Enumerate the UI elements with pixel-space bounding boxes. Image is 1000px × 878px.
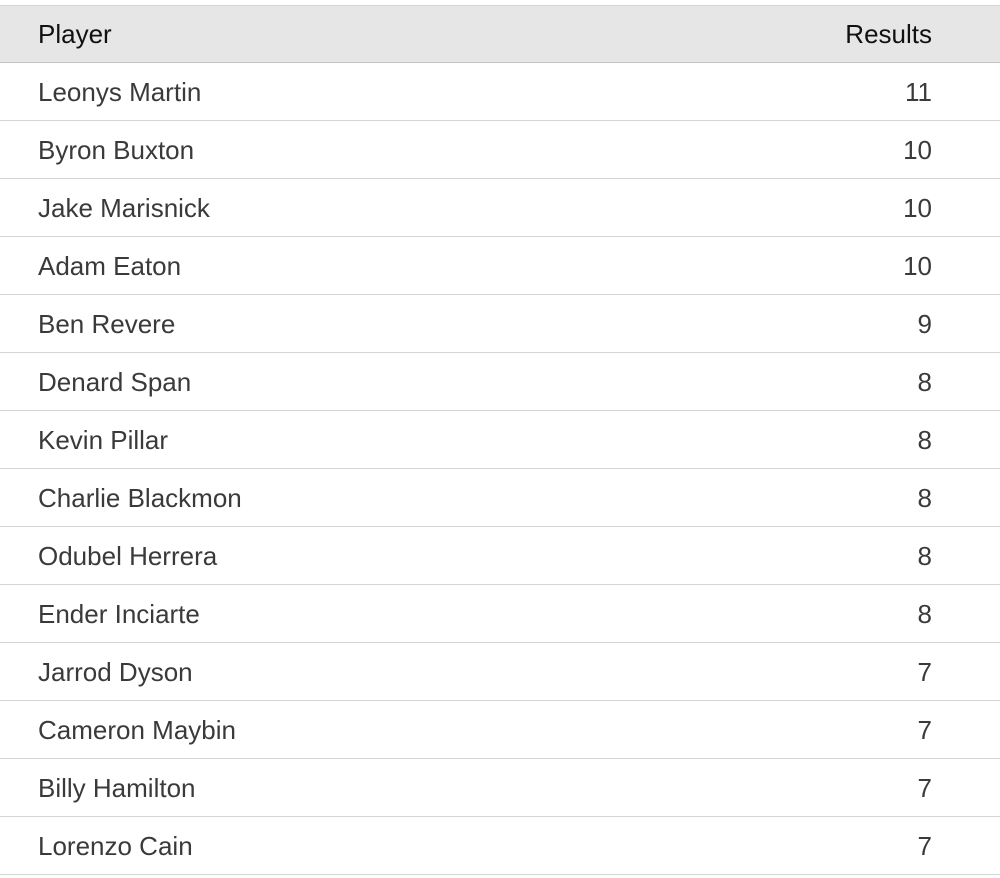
player-result: 9 (917, 308, 932, 339)
table-row: Cameron Maybin 7 (0, 701, 1000, 759)
player-result: 10 (903, 134, 932, 165)
player-result: 8 (917, 424, 932, 455)
player-name: Ender Inciarte (38, 598, 200, 629)
table-row: Byron Buxton 10 (0, 121, 1000, 179)
player-result: 10 (903, 192, 932, 223)
player-name: Byron Buxton (38, 134, 195, 165)
table-row: Adam Eaton 10 (0, 237, 1000, 295)
table-row: Billy Hamilton 7 (0, 759, 1000, 817)
player-name: Cameron Maybin (38, 714, 236, 745)
column-header-player[interactable]: Player (38, 19, 112, 49)
column-header-results[interactable]: Results (845, 19, 932, 49)
table-row: Kevin Pillar 8 (0, 411, 1000, 469)
player-result: 10 (903, 250, 932, 281)
table-row: Lorenzo Cain 7 (0, 817, 1000, 875)
table-row: Jarrod Dyson 7 (0, 643, 1000, 701)
player-result: 8 (917, 540, 932, 571)
table-row: Ender Inciarte 8 (0, 585, 1000, 643)
table-row: Charlie Blackmon 8 (0, 469, 1000, 527)
player-name: Leonys Martin (38, 76, 202, 107)
player-result: 7 (917, 656, 932, 687)
table-row: Jake Marisnick 10 (0, 179, 1000, 237)
table-row: Ben Revere 9 (0, 295, 1000, 353)
player-name: Ben Revere (38, 308, 176, 339)
table-row: Denard Span 8 (0, 353, 1000, 411)
player-result: 7 (917, 830, 932, 861)
table-row: Leonys Martin 11 (0, 63, 1000, 121)
table-header: Player Results (0, 5, 1000, 63)
player-name: Jake Marisnick (38, 192, 210, 223)
player-name: Denard Span (38, 366, 192, 397)
player-name: Jarrod Dyson (38, 656, 193, 687)
player-result: 7 (917, 772, 932, 803)
player-name: Kevin Pillar (38, 424, 169, 455)
player-name: Odubel Herrera (38, 540, 218, 571)
player-result: 7 (917, 714, 932, 745)
player-result: 11 (905, 76, 932, 107)
table-body: Leonys Martin 11 Byron Buxton 10 Jake Ma… (0, 63, 1000, 875)
player-result: 8 (917, 598, 932, 629)
player-result: 8 (917, 366, 932, 397)
results-table: Player Results Leonys Martin 11 Byron Bu… (0, 5, 1000, 875)
player-name: Adam Eaton (38, 250, 182, 281)
player-name: Billy Hamilton (38, 772, 196, 803)
player-name: Lorenzo Cain (38, 830, 193, 861)
table-row: Odubel Herrera 8 (0, 527, 1000, 585)
player-name: Charlie Blackmon (38, 482, 242, 513)
player-result: 8 (917, 482, 932, 513)
